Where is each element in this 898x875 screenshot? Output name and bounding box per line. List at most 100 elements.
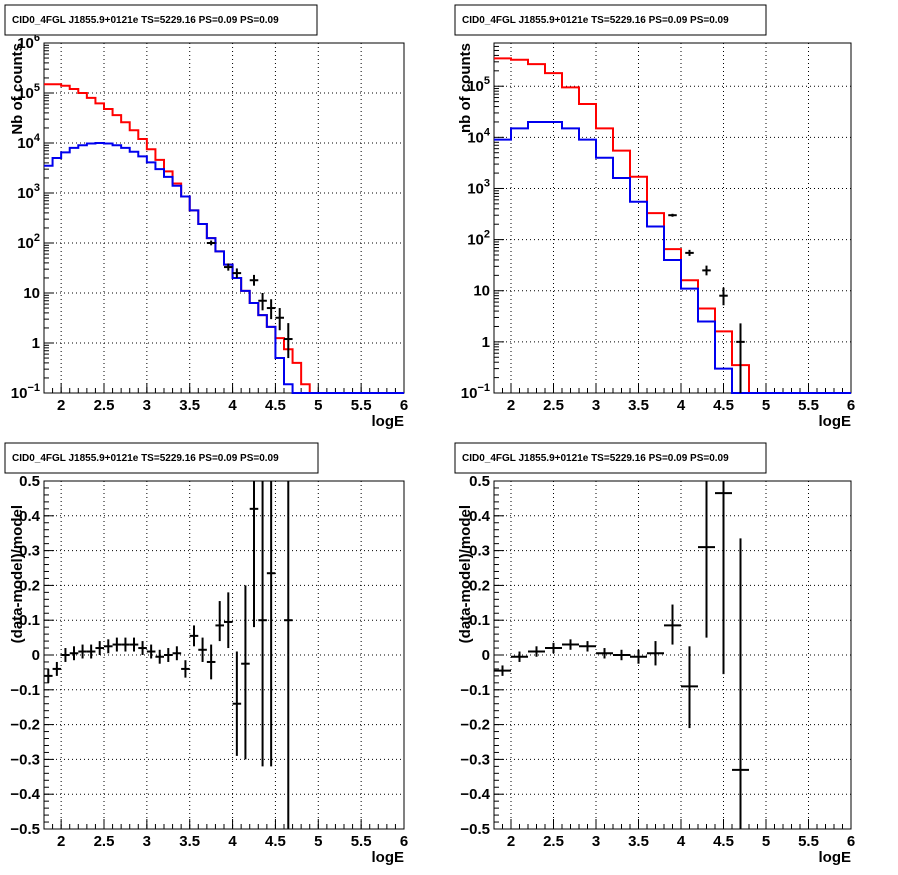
x-tick-label: 4.5 [265, 833, 286, 850]
y-tick-label: 10 [473, 283, 490, 300]
title-box [454, 4, 767, 36]
y-tick-label: 102 [467, 229, 490, 249]
x-tick-label: 5.5 [351, 397, 372, 414]
plot-frame [43, 42, 405, 394]
data-point [215, 601, 224, 642]
x-axis-title: logE [819, 413, 852, 430]
data-point [545, 642, 562, 654]
data-point [232, 268, 242, 278]
y-axis-title: Nb of counts [9, 43, 26, 135]
x-tick-label: 6 [400, 833, 408, 850]
plot-frame [493, 480, 852, 830]
chart-title: CID0_4FGL J1855.9+0121e TS=5229.16 PS=0.… [12, 453, 279, 464]
y-tick-label: 0.3 [469, 543, 490, 560]
data-point [511, 651, 528, 662]
y-tick-label: −0.1 [10, 682, 40, 699]
data-point [266, 299, 276, 320]
x-tick-label: 4 [677, 397, 686, 414]
model-histogram [44, 142, 404, 394]
model-histogram [494, 120, 851, 394]
x-axis-title: logE [372, 413, 405, 430]
data-point [78, 644, 87, 659]
data-point [249, 481, 259, 628]
x-tick-label: 2 [57, 397, 65, 414]
x-tick-label: 3 [592, 833, 600, 850]
data-point [494, 665, 511, 676]
x-tick-label: 2.5 [543, 833, 564, 850]
data-point [664, 604, 681, 645]
data-point [164, 648, 173, 662]
y-tick-label: 0.5 [19, 473, 40, 490]
x-tick-label: 4.5 [713, 397, 734, 414]
data-point [198, 637, 207, 662]
x-tick-label: 4.5 [265, 397, 286, 414]
x-tick-label: 5 [314, 397, 322, 414]
x-tick-label: 3.5 [628, 833, 649, 850]
y-tick-label: −0.1 [460, 682, 490, 699]
y-tick-label: 0.1 [19, 612, 40, 629]
data-point [52, 661, 62, 676]
x-tick-label: 5.5 [351, 833, 372, 850]
data-point [630, 649, 647, 664]
title-box [4, 4, 318, 36]
y-tick-label: 10−1 [461, 382, 490, 402]
y-tick-label: 0.4 [469, 508, 491, 525]
data-point [702, 265, 711, 276]
data-point [528, 646, 545, 657]
y-tick-label: −0.3 [460, 751, 490, 768]
y-tick-label: −0.4 [460, 786, 490, 803]
chart-panel-residual_coarse: 2 2.5 3 3.5 4 4.5 5 5.5 6 −0.5 −0.4 −0.3 −0.2 −0.1 0 0.… [454, 442, 855, 866]
y-tick-label: 1 [482, 334, 490, 351]
data-point [613, 649, 630, 661]
chart-panel-counts_fine: 2 2.5 3 3.5 4 4.5 5 5.5 6 10−1 1 10 102 103 104 105 106 l… [4, 4, 408, 430]
y-axis-title: (data-model)/model [457, 505, 474, 643]
y-tick-label: 0.4 [19, 508, 41, 525]
y-tick-label: −0.4 [10, 786, 40, 803]
y-tick-label: −0.5 [10, 821, 40, 838]
x-tick-label: 3 [143, 833, 151, 850]
x-tick-label: 2.5 [94, 397, 115, 414]
x-axis-title: logE [372, 849, 405, 866]
chart-panel-counts_coarse: 2 2.5 3 3.5 4 4.5 5 5.5 6 10−1 1 10 102 103 104 105 logE… [454, 4, 855, 430]
data-point [249, 274, 259, 286]
data-point [668, 213, 677, 217]
data-point [129, 637, 139, 652]
data-point [732, 538, 749, 829]
data-point [181, 660, 190, 678]
y-tick-label: 0.2 [469, 577, 490, 594]
data-point [685, 249, 694, 256]
data-point [258, 481, 267, 767]
data-point [86, 644, 96, 659]
x-tick-label: 3 [143, 397, 151, 414]
data-point [715, 481, 732, 675]
y-tick-label: 1 [32, 335, 40, 352]
plot-frame [493, 42, 852, 394]
data-point [596, 648, 613, 659]
data-point [647, 641, 664, 666]
data-point [69, 646, 79, 661]
x-tick-label: 3 [592, 397, 600, 414]
chart-title: CID0_4FGL J1855.9+0121e TS=5229.16 PS=0.… [462, 15, 729, 26]
data-point [44, 668, 53, 683]
data-point [241, 585, 250, 760]
y-tick-label: 10−1 [11, 382, 40, 402]
x-tick-label: 3.5 [628, 397, 649, 414]
data-point [206, 240, 216, 246]
x-tick-label: 3.5 [179, 397, 200, 414]
x-tick-label: 5 [762, 397, 770, 414]
data-point [736, 323, 745, 393]
x-tick-label: 4 [677, 833, 686, 850]
x-tick-label: 4 [228, 833, 237, 850]
y-tick-label: 0.1 [469, 612, 490, 629]
x-axis-title: logE [819, 849, 852, 866]
y-tick-label: 104 [17, 132, 41, 152]
data-point [155, 649, 164, 664]
y-tick-label: 0.2 [19, 577, 40, 594]
data-point [232, 651, 242, 756]
y-tick-label: 0 [32, 647, 40, 664]
data-point [579, 641, 596, 652]
data-point [95, 641, 104, 655]
y-tick-label: 0.3 [19, 543, 40, 560]
x-tick-label: 5 [762, 833, 770, 850]
